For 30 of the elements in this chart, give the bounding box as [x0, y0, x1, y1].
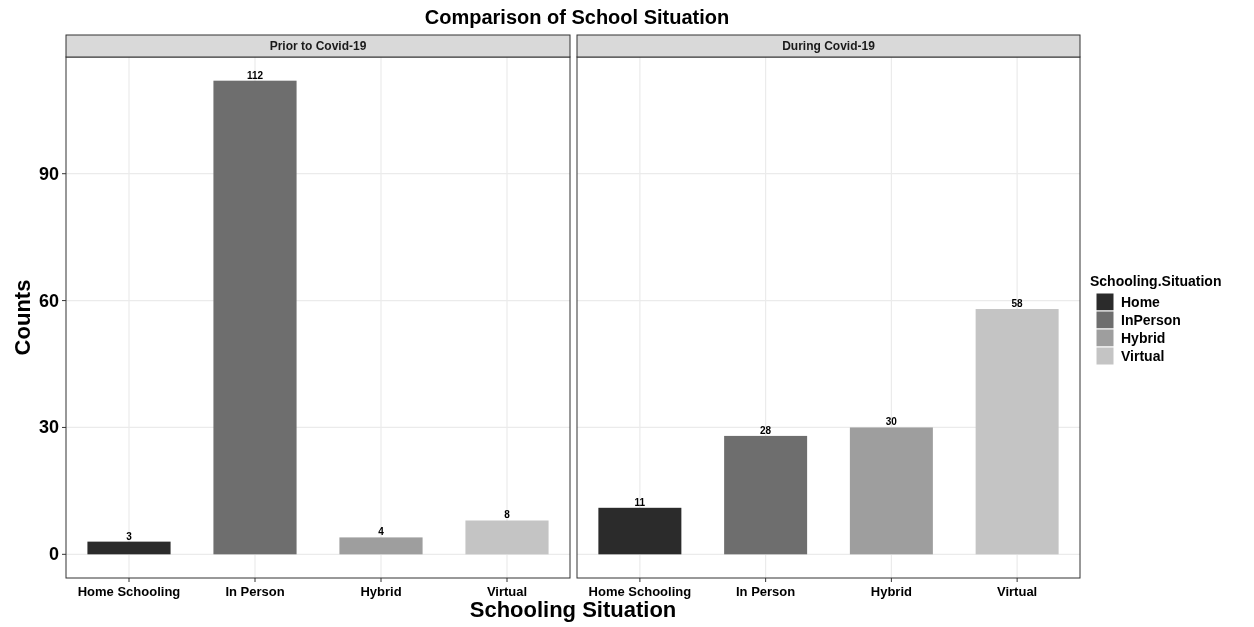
chart-title: Comparison of School Situation [424, 6, 730, 28]
x-tick-label: Home Schooling [77, 584, 181, 599]
data-label: 112 [246, 69, 264, 81]
y-tick-label: 0 [48, 544, 59, 565]
legend-label: InPerson [1121, 312, 1181, 328]
x-tick-label: In Person [225, 584, 285, 599]
x-axis-title: Schooling Situation [469, 597, 677, 622]
legend-label: Virtual [1121, 348, 1165, 364]
data-label: 28 [760, 424, 772, 436]
legend-title: Schooling.Situation [1090, 273, 1222, 289]
data-label: 3 [126, 530, 133, 542]
chart-subtitle: Prior to Covid-19 [269, 39, 367, 53]
data-label: 58 [1011, 298, 1024, 310]
x-tick-label: Hybrid [870, 584, 913, 599]
x-tick-label: Virtual [997, 584, 1038, 599]
data-label: 4 [378, 526, 385, 538]
x-tick-label: Hybrid [360, 584, 402, 599]
y-axis-title: Counts [10, 279, 35, 356]
x-tick-label: In Person [736, 584, 796, 599]
y-tick-label: 30 [38, 417, 59, 438]
data-label: 11 [634, 496, 646, 508]
x-tick-label: Virtual [486, 584, 528, 599]
x-tick-label: Home Schooling [588, 584, 692, 599]
y-tick-label: 60 [38, 290, 59, 311]
y-tick-label: 90 [38, 163, 59, 184]
legend-label: Hybrid [1121, 330, 1166, 346]
chart-subtitle: During Covid-19 [782, 39, 876, 53]
data-label: 8 [504, 509, 511, 521]
data-label: 30 [885, 416, 898, 428]
legend-label: Home [1121, 294, 1161, 310]
